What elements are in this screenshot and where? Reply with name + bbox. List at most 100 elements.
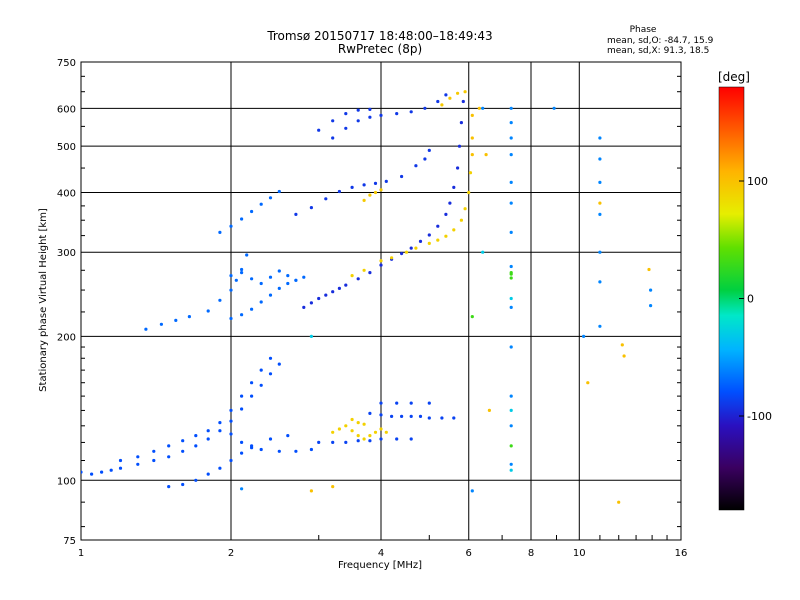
data-point (331, 430, 335, 434)
data-point (444, 234, 448, 238)
data-point (509, 276, 513, 280)
data-point (350, 185, 354, 189)
data-point (409, 437, 413, 441)
data-point (259, 300, 263, 304)
data-point (368, 411, 372, 415)
data-point (414, 246, 418, 250)
data-point (509, 121, 513, 125)
data-point (404, 250, 409, 254)
data-point (309, 206, 313, 210)
data-point (245, 253, 249, 257)
data-point (136, 455, 140, 459)
data-point (379, 437, 383, 441)
data-point (598, 212, 602, 216)
phase-info-x: mean, sd,X: 91.3, 18.5 (607, 46, 709, 56)
phase-info-o: mean, sd,O: -84.7, 15.9 (607, 36, 714, 46)
colorbar-tick-label: 100 (747, 175, 768, 188)
data-point (452, 416, 456, 420)
data-point (250, 277, 254, 281)
data-point (229, 316, 233, 321)
colorbar-label: [deg] (718, 70, 750, 84)
data-point (187, 315, 191, 319)
data-point (586, 381, 590, 385)
data-point (240, 267, 244, 272)
data-point (277, 286, 281, 290)
data-point (250, 381, 254, 385)
data-point (286, 274, 290, 278)
colorbar-tick-label: 0 (747, 293, 754, 306)
data-point (350, 417, 354, 422)
data-point (277, 189, 281, 194)
data-point (277, 362, 281, 366)
data-point (159, 322, 163, 326)
data-point (598, 324, 602, 328)
data-point (259, 202, 263, 206)
data-point (109, 468, 113, 472)
data-point (218, 230, 222, 234)
data-point (390, 414, 394, 418)
data-point (373, 430, 378, 434)
data-point (286, 281, 290, 286)
data-point (302, 275, 306, 279)
data-point (384, 179, 388, 183)
data-point (509, 271, 513, 275)
data-point (259, 447, 263, 452)
data-point (218, 466, 222, 470)
phase-info-heading: Phase (630, 25, 657, 35)
data-point (268, 196, 273, 200)
data-point (331, 440, 335, 444)
data-point (294, 449, 298, 453)
data-point (373, 190, 378, 195)
data-point (409, 246, 413, 250)
data-point (362, 268, 366, 272)
data-point (487, 408, 491, 412)
data-point (649, 288, 653, 292)
data-point (136, 462, 140, 466)
data-point (118, 458, 123, 463)
x-tick-label: 16 (675, 548, 688, 559)
data-point (356, 108, 360, 112)
x-axis-ticks: 1 2 4 6 8 10 16 (78, 535, 688, 559)
data-point (368, 439, 372, 443)
data-point (427, 416, 431, 420)
data-point (622, 354, 626, 358)
data-point (379, 401, 383, 405)
y-tick-label: 500 (57, 142, 76, 153)
data-point (470, 315, 474, 319)
data-point (368, 107, 372, 111)
data-point (194, 434, 198, 438)
data-point (470, 153, 474, 157)
data-point (344, 424, 348, 428)
data-point (461, 99, 465, 104)
data-point (582, 334, 586, 338)
data-point (444, 93, 448, 97)
y-tick-label: 200 (57, 332, 76, 343)
data-point (240, 487, 244, 491)
data-point (509, 468, 513, 472)
data-point (423, 157, 427, 161)
data-point (409, 110, 413, 114)
data-point (229, 274, 233, 278)
data-point (598, 201, 602, 205)
data-point (240, 217, 244, 221)
data-point (356, 434, 360, 438)
data-point (395, 401, 399, 405)
y-tick-label: 400 (57, 188, 76, 199)
y-tick-label: 75 (63, 536, 76, 547)
data-point (459, 218, 463, 222)
data-point (448, 96, 452, 100)
data-point (481, 106, 485, 110)
data-point (379, 259, 383, 263)
data-point (317, 440, 321, 444)
data-point (344, 126, 348, 130)
data-point (337, 427, 341, 431)
data-point (240, 313, 244, 317)
data-point (240, 440, 244, 444)
y-axis-ticks: 75 100 200 300 400 500 600 750 (57, 58, 681, 547)
data-point (436, 224, 440, 228)
data-point (309, 301, 313, 305)
data-point (218, 298, 222, 302)
data-point (418, 239, 423, 243)
data-point (509, 230, 513, 234)
